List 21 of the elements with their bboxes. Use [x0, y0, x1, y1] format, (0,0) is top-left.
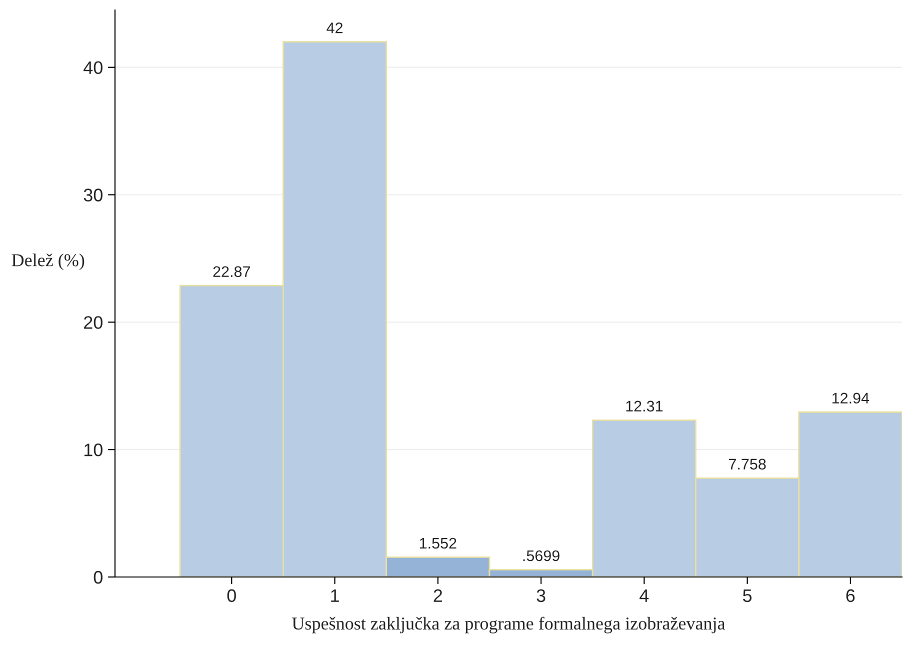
data-label: 22.87: [213, 266, 250, 278]
data-label: 1.552: [420, 538, 456, 549]
x-tick-label: 5: [743, 589, 752, 602]
x-axis-title: Uspešnost zaključka za programe formalnega izobraževanja: [292, 616, 726, 634]
y-axis-title: Delež (%): [12, 254, 84, 270]
y-tick-label: 30: [84, 188, 102, 202]
x-tick-label: 2: [434, 589, 442, 602]
data-label: 12.94: [832, 392, 870, 404]
y-tick-label: 20: [84, 316, 102, 329]
x-tick-label: 0: [227, 589, 236, 602]
y-tick-label: 40: [84, 61, 102, 74]
data-label: 7.758: [728, 458, 766, 470]
x-tick-label: 4: [640, 589, 649, 602]
x-tick-label: 3: [536, 589, 546, 602]
data-label: 12.31: [626, 400, 663, 412]
x-tick-label: 1: [331, 589, 339, 602]
data-label: .5699: [523, 550, 560, 562]
y-tick-label: 10: [84, 444, 102, 456]
x-tick-label: 6: [846, 589, 855, 602]
data-label: 42: [326, 22, 343, 34]
y-tick-label: 0: [94, 570, 102, 584]
